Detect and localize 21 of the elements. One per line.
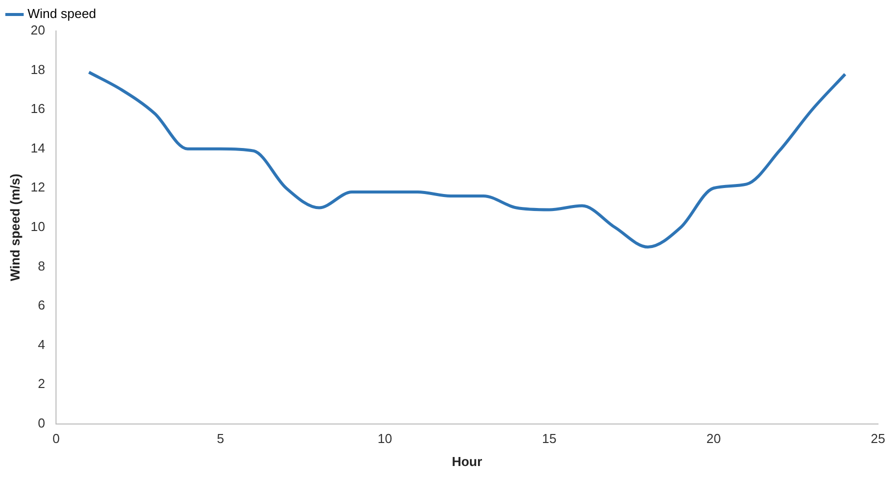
x-tick-label: 0 bbox=[52, 431, 60, 446]
line-series bbox=[87, 70, 847, 249]
x-tick-label: 15 bbox=[542, 431, 556, 446]
x-tick-label: 25 bbox=[870, 431, 886, 446]
x-tick-label: 20 bbox=[706, 431, 721, 446]
y-tick-label: 14 bbox=[30, 140, 46, 156]
legend-label: Wind speed bbox=[28, 6, 96, 22]
y-tick-label: 2 bbox=[38, 376, 46, 392]
y-tick-label: 12 bbox=[30, 180, 46, 195]
y-axis-title: Wind speed (m/s) bbox=[7, 174, 22, 282]
y-tick-label: 4 bbox=[38, 336, 46, 352]
x-tick-label: 10 bbox=[378, 431, 392, 446]
y-tick-label: 16 bbox=[30, 101, 46, 116]
y-tick-label: 10 bbox=[30, 218, 46, 234]
y-tick-label: 6 bbox=[38, 298, 46, 313]
y-tick-label: 0 bbox=[38, 415, 46, 430]
y-tick-label: 8 bbox=[38, 258, 46, 274]
x-tick-label: 5 bbox=[216, 431, 224, 446]
y-tick-label: 18 bbox=[30, 62, 46, 77]
x-axis-title: Hour bbox=[452, 454, 482, 469]
y-tick-label: 20 bbox=[30, 22, 46, 38]
